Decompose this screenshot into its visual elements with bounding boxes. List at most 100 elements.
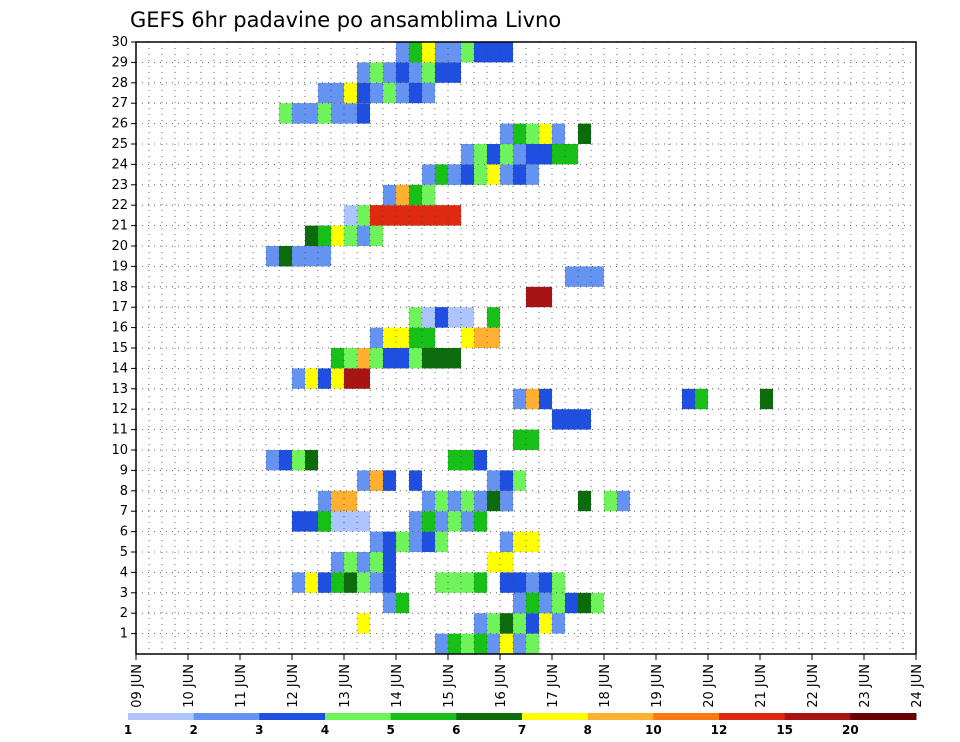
cell bbox=[682, 388, 695, 410]
cell bbox=[513, 633, 526, 654]
cell bbox=[266, 450, 279, 471]
cell bbox=[292, 450, 305, 471]
y-tick-label: 2 bbox=[120, 606, 128, 621]
cell bbox=[318, 368, 331, 389]
colorbar-label: 12 bbox=[711, 723, 728, 737]
cell bbox=[357, 82, 370, 104]
colorbar-swatch bbox=[719, 713, 786, 720]
cell bbox=[331, 552, 344, 573]
cell bbox=[357, 613, 370, 634]
cell bbox=[461, 511, 474, 532]
cell bbox=[422, 82, 435, 104]
cell bbox=[604, 490, 617, 512]
x-tick-label: 12 JUN bbox=[286, 664, 301, 708]
cell bbox=[435, 490, 448, 512]
cell bbox=[383, 592, 396, 614]
x-tick-label: 14 JUN bbox=[390, 664, 405, 708]
cell bbox=[409, 184, 422, 206]
cell bbox=[344, 552, 357, 573]
colorbar-swatch bbox=[850, 713, 917, 720]
y-tick-label: 18 bbox=[111, 280, 128, 295]
cell bbox=[448, 42, 461, 63]
cell bbox=[409, 82, 422, 104]
y-tick-label: 11 bbox=[111, 423, 128, 438]
y-tick-label: 7 bbox=[120, 504, 128, 519]
cell bbox=[331, 490, 357, 512]
cell bbox=[487, 307, 500, 328]
cell bbox=[435, 531, 448, 552]
cell bbox=[357, 572, 370, 593]
colorbar-label: 20 bbox=[842, 723, 859, 737]
cell bbox=[578, 592, 591, 614]
cell bbox=[448, 490, 461, 512]
cell bbox=[422, 490, 435, 512]
cell bbox=[396, 592, 409, 614]
cell bbox=[331, 103, 357, 124]
cell bbox=[383, 470, 396, 491]
cell bbox=[292, 246, 305, 267]
cell bbox=[513, 470, 526, 491]
cell bbox=[539, 144, 552, 165]
colorbar-label: 7 bbox=[518, 723, 526, 737]
colorbar-swatch bbox=[587, 713, 654, 720]
cell bbox=[591, 592, 604, 614]
cell bbox=[474, 572, 487, 593]
colorbar-label: 2 bbox=[189, 723, 197, 737]
cell bbox=[370, 327, 383, 348]
y-tick-label: 4 bbox=[120, 565, 128, 580]
cell bbox=[474, 633, 487, 654]
cell bbox=[305, 103, 318, 124]
plot-frame bbox=[135, 41, 917, 655]
cell bbox=[578, 123, 591, 144]
cell bbox=[370, 552, 383, 573]
cell bbox=[422, 184, 435, 206]
cell bbox=[552, 613, 565, 634]
x-tick-label: 19 JUN bbox=[650, 664, 665, 708]
cell bbox=[396, 42, 409, 63]
cell bbox=[422, 531, 435, 552]
y-tick-label: 21 bbox=[111, 219, 128, 234]
cell bbox=[513, 429, 539, 450]
cell bbox=[487, 164, 500, 185]
colorbar-label: 8 bbox=[583, 723, 591, 737]
x-tick-label: 17 JUN bbox=[546, 664, 561, 708]
cells-layer bbox=[266, 42, 773, 654]
cell bbox=[474, 327, 500, 348]
x-tick-label: 16 JUN bbox=[494, 664, 509, 708]
cell bbox=[435, 307, 448, 328]
x-tick-label: 18 JUN bbox=[598, 664, 613, 708]
colorbar-label: 5 bbox=[386, 723, 394, 737]
y-tick-label: 12 bbox=[111, 402, 128, 417]
y-tick-label: 22 bbox=[111, 198, 128, 213]
colorbar: 1 2 3 4 5 6 7 8 10 12 15 20 bbox=[124, 713, 917, 737]
cell bbox=[383, 62, 396, 83]
cell bbox=[565, 266, 604, 287]
cell bbox=[539, 123, 552, 144]
colorbar-label: 10 bbox=[645, 723, 662, 737]
cell bbox=[331, 82, 344, 104]
cell bbox=[474, 450, 487, 471]
y-tick-label: 1 bbox=[120, 627, 128, 642]
cell bbox=[357, 103, 370, 124]
cell bbox=[422, 511, 435, 532]
x-tick-label: 24 JUN bbox=[910, 664, 925, 708]
cell bbox=[513, 164, 526, 185]
colorbar-label: 15 bbox=[776, 723, 793, 737]
cell bbox=[474, 613, 487, 634]
cell bbox=[552, 409, 591, 430]
cell bbox=[695, 388, 708, 410]
cell bbox=[461, 144, 474, 165]
cell bbox=[279, 450, 292, 471]
cell bbox=[357, 62, 370, 83]
colorbar-swatch bbox=[456, 713, 523, 720]
cell bbox=[526, 286, 552, 308]
cell bbox=[539, 613, 552, 634]
cell bbox=[513, 123, 526, 144]
colorbar-swatch bbox=[193, 713, 260, 720]
y-tick-label: 24 bbox=[111, 157, 128, 172]
y-tick-label: 25 bbox=[111, 137, 128, 152]
y-tick-label: 20 bbox=[111, 239, 128, 254]
cell bbox=[500, 164, 513, 185]
cell bbox=[344, 572, 357, 593]
cell bbox=[474, 511, 487, 532]
